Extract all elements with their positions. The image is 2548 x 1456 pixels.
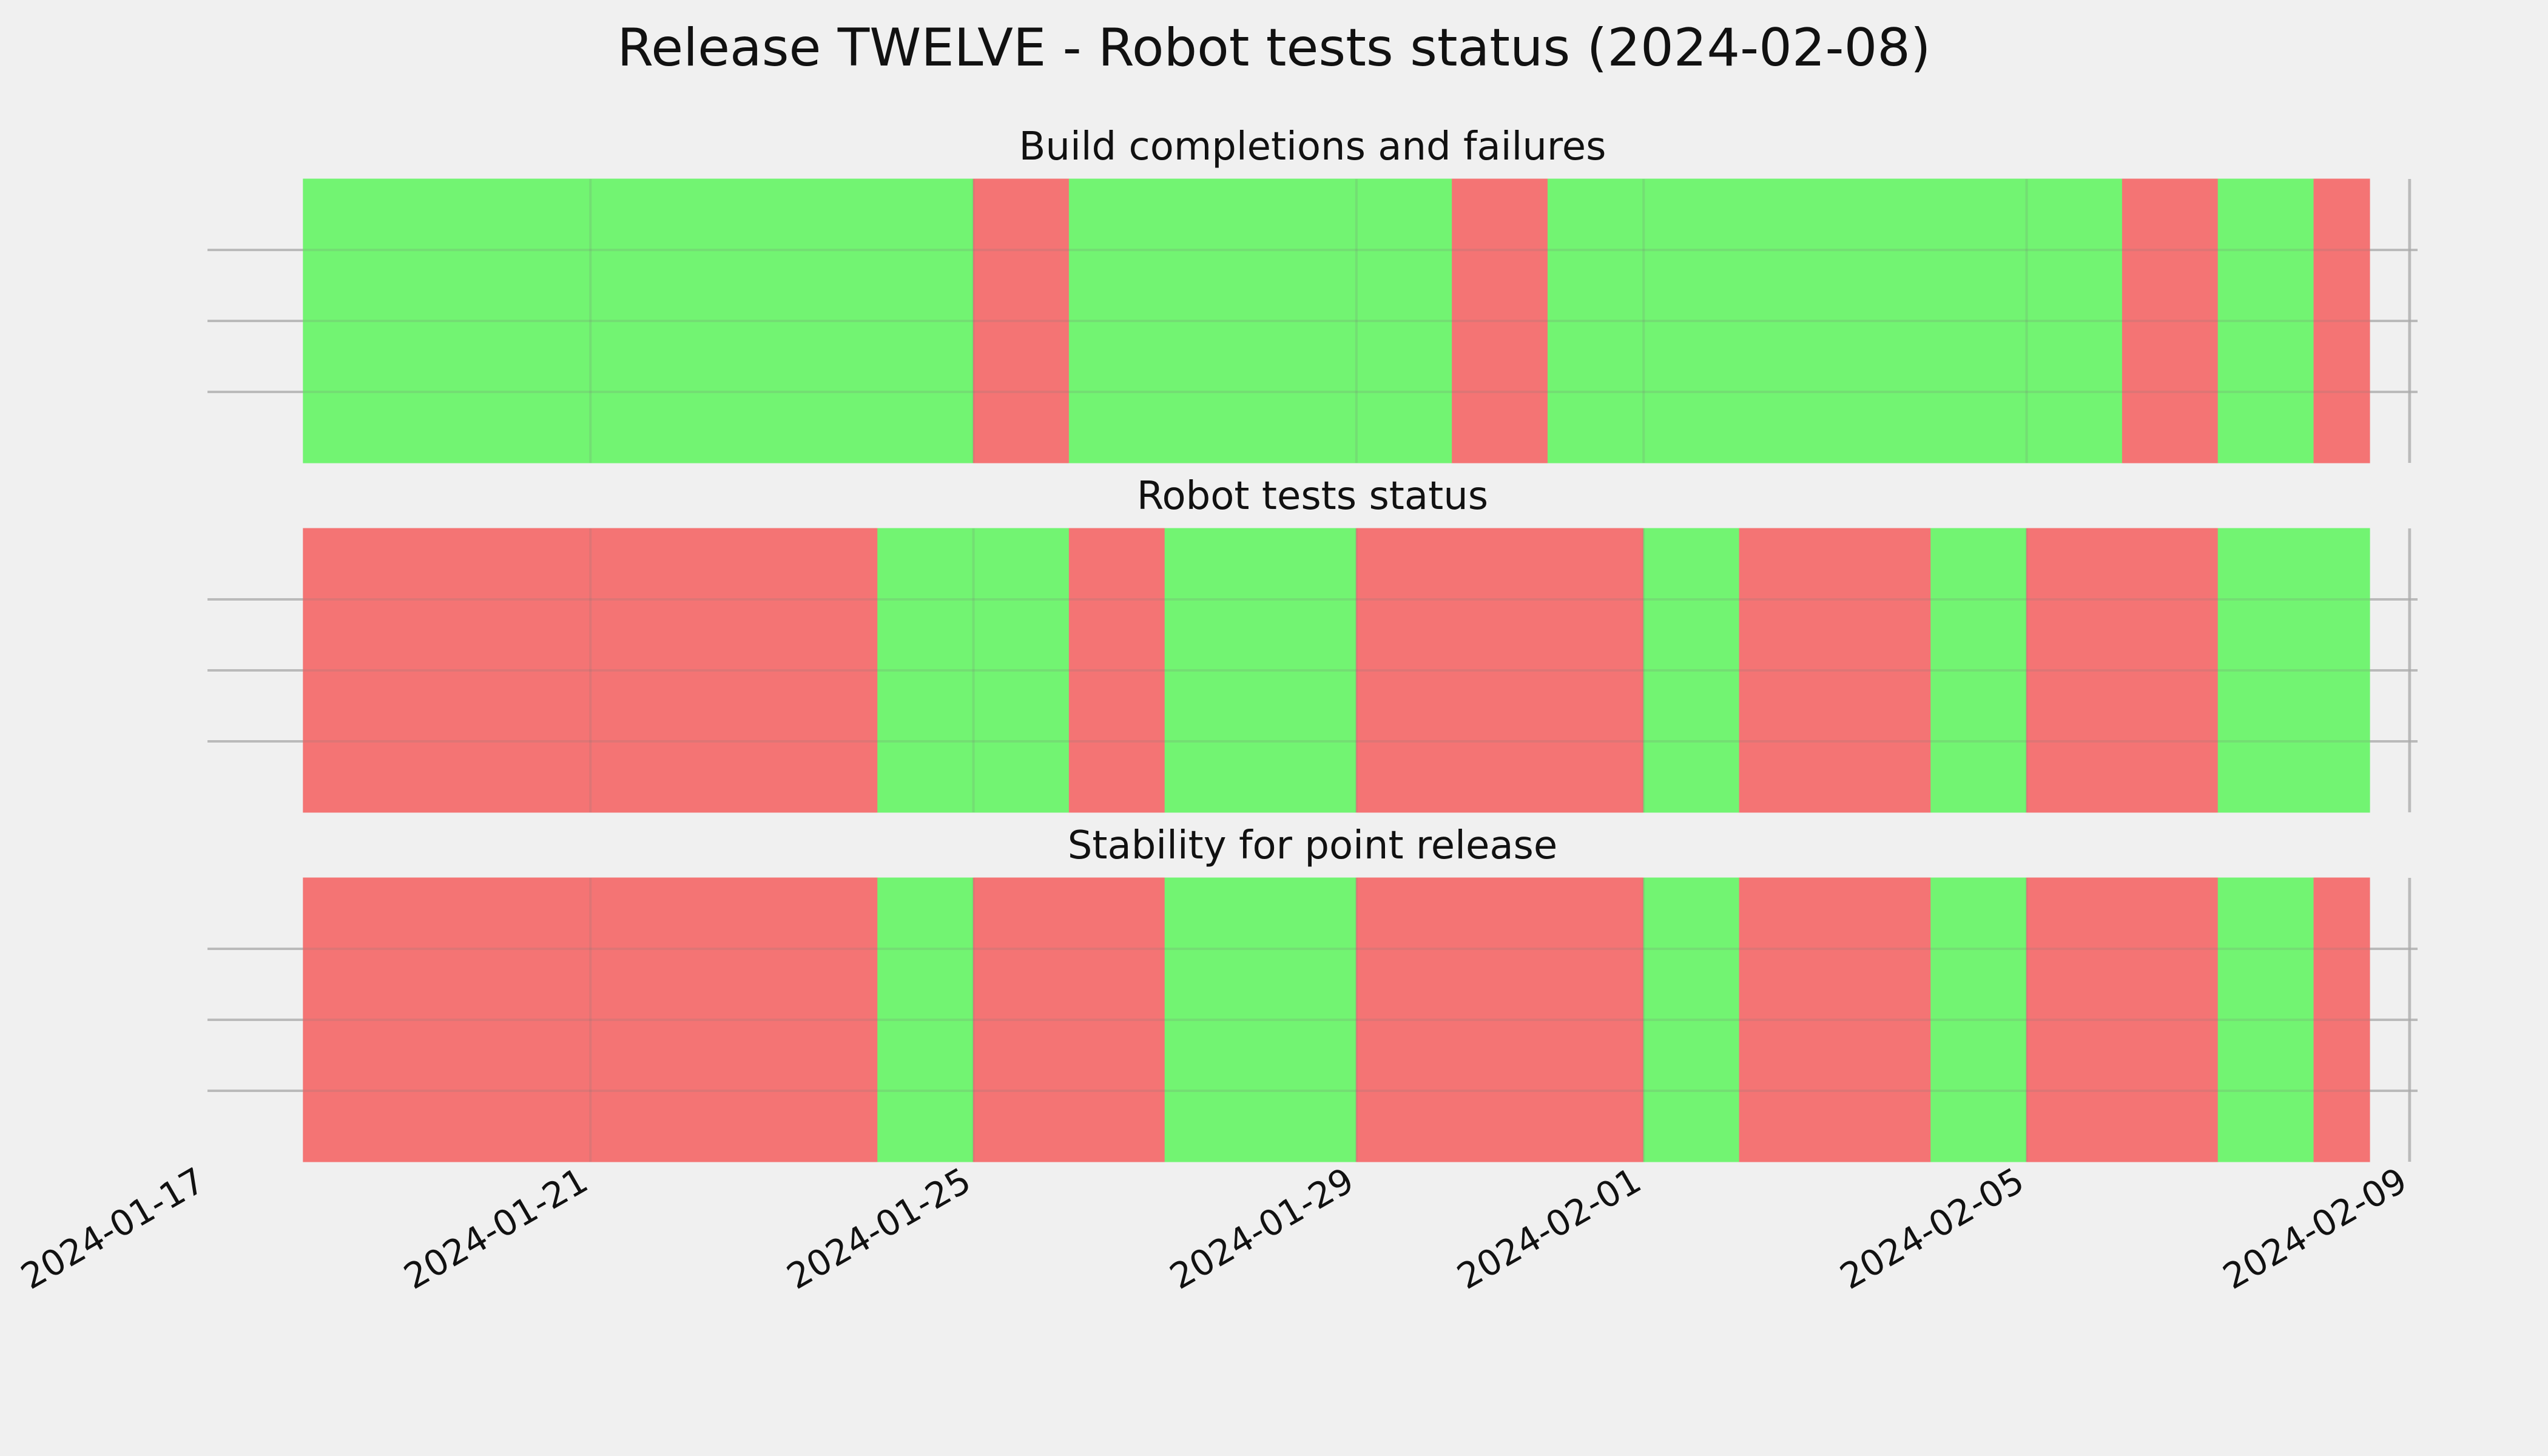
panel-title: Robot tests status — [1137, 474, 1488, 519]
x-tick-label: 2024-01-17 — [14, 1159, 212, 1297]
panel-title: Build completions and failures — [1019, 124, 1606, 169]
status-segment-fail — [2313, 178, 2370, 463]
status-segment-pass — [1643, 528, 1740, 813]
x-tick-label: 2024-02-01 — [1450, 1159, 1648, 1297]
status-segment-pass — [1547, 178, 2123, 463]
x-axis: 2024-01-17 2024-01-21 2024-01-25 2024-01-29… — [14, 1159, 2414, 1297]
x-tick-label: 2024-01-25 — [780, 1159, 978, 1297]
panel-2: Robot tests status — [207, 474, 2418, 813]
status-segment-pass — [1068, 178, 1453, 463]
status-segment-fail — [1356, 528, 1644, 813]
status-segment-pass — [1930, 877, 2027, 1162]
x-tick-label: 2024-01-21 — [397, 1159, 595, 1297]
status-segment-pass — [2217, 528, 2370, 813]
panels-group: Build completions and failures Robot test… — [207, 124, 2418, 1162]
status-segment-fail — [2122, 178, 2219, 463]
status-segment-fail — [303, 877, 878, 1162]
status-segment-pass — [877, 528, 1070, 813]
x-tick-label: 2024-02-05 — [1833, 1159, 2031, 1297]
chart-title: Release TWELVE - Robot tests status (202… — [617, 18, 1930, 78]
panel-title: Stability for point release — [1068, 823, 1558, 868]
status-segment-pass — [2217, 877, 2314, 1162]
status-segment-fail — [973, 877, 1165, 1162]
status-segment-pass — [1930, 528, 2027, 813]
status-segment-pass — [1164, 877, 1357, 1162]
status-segment-fail — [2026, 528, 2219, 813]
status-segment-pass — [303, 178, 974, 463]
panel-1: Build completions and failures — [207, 124, 2418, 463]
x-tick-label: 2024-01-29 — [1163, 1159, 1361, 1297]
status-segment-fail — [1739, 528, 1932, 813]
x-tick-label: 2024-02-09 — [2216, 1159, 2414, 1297]
status-segment-fail — [973, 178, 1070, 463]
status-segment-fail — [1739, 877, 1932, 1162]
status-segment-fail — [1452, 178, 1548, 463]
status-segment-fail — [2026, 877, 2219, 1162]
status-segment-pass — [1643, 877, 1740, 1162]
status-segment-fail — [1068, 528, 1165, 813]
status-segment-fail — [2313, 877, 2370, 1162]
status-segment-pass — [1164, 528, 1357, 813]
status-segment-pass — [877, 877, 974, 1162]
status-segment-fail — [303, 528, 878, 813]
status-segment-fail — [1356, 877, 1644, 1162]
status-segment-pass — [2217, 178, 2314, 463]
panel-3: Stability for point release — [207, 823, 2418, 1162]
